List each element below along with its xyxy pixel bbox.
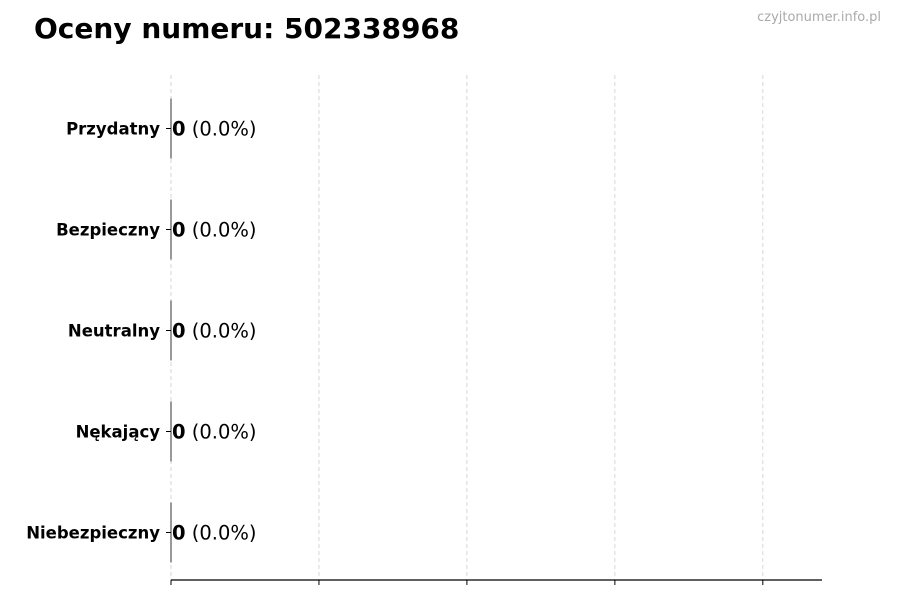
data-label: 0 (0.0%) <box>172 118 257 141</box>
chart-title: Oceny numeru: 502338968 <box>34 12 460 45</box>
data-label: 0 (0.0%) <box>172 219 257 242</box>
y-tick-label: Nękający <box>76 423 161 442</box>
y-tick-label: Neutralny <box>68 322 160 341</box>
y-tick-label: Niebezpieczny <box>26 524 160 543</box>
data-label: 0 (0.0%) <box>172 522 257 545</box>
data-label: 0 (0.0%) <box>172 320 257 343</box>
y-tick-label: Bezpieczny <box>56 221 160 240</box>
watermark: czyjtonumer.info.pl <box>757 10 881 25</box>
data-label: 0 (0.0%) <box>172 421 257 444</box>
y-tick-label: Przydatny <box>66 120 160 139</box>
